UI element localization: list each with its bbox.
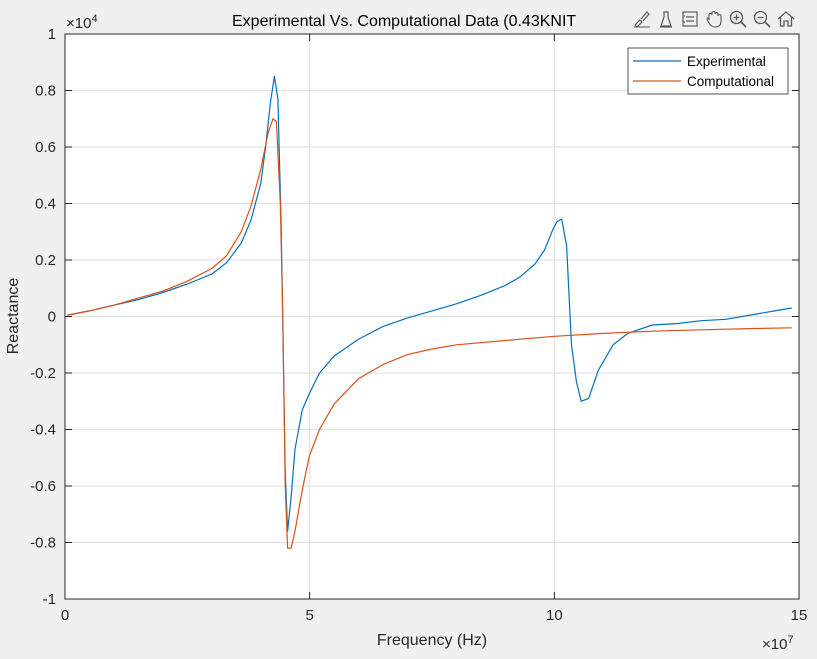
chart-title: Experimental Vs. Computational Data (0.4… — [232, 13, 576, 30]
x-tick-label: 5 — [305, 607, 313, 624]
y-tick-label: 0.6 — [35, 139, 56, 156]
legend-box — [627, 47, 789, 95]
axes-toolbar — [629, 7, 797, 31]
data-tips-icon[interactable] — [655, 8, 677, 30]
y-tick-label: 0.8 — [35, 83, 56, 100]
legend-icon[interactable] — [679, 8, 701, 30]
y-tick-label: -0.4 — [30, 422, 56, 439]
x-tick-label: 0 — [61, 607, 69, 624]
home-icon[interactable] — [775, 8, 797, 30]
y-tick-label: 1 — [48, 26, 56, 43]
y-tick-label: -0.6 — [30, 478, 56, 495]
y-tick-label: -0.8 — [30, 535, 56, 552]
series-line-computational[interactable] — [67, 118, 792, 549]
series-layer — [67, 75, 792, 549]
zoom-in-icon[interactable] — [727, 8, 749, 30]
y-axis-label: Reactance — [5, 278, 22, 355]
x-exponent-label: ×107 — [762, 634, 794, 653]
x-tick-label: 10 — [546, 607, 563, 624]
tick-labels: 0 5 10 15 -1 -0.8 -0.6 -0.4 -0.2 0 0.2 0.4 0.6 0.8 1 — [30, 26, 807, 624]
x-tick-label: 15 — [791, 607, 808, 624]
ticks — [64, 33, 800, 600]
x-axis-label: Frequency (Hz) — [377, 632, 487, 649]
y-tick-label: 0.4 — [35, 196, 56, 213]
y-exponent-label: ×104 — [66, 13, 98, 32]
y-tick-label: -1 — [43, 591, 56, 608]
y-tick-label: 0.2 — [35, 252, 56, 269]
legend-label-experimental: Experimental — [687, 54, 766, 69]
pan-icon[interactable] — [703, 8, 725, 30]
zoom-out-icon[interactable] — [751, 8, 773, 30]
brush-icon[interactable] — [631, 8, 653, 30]
legend-label-computational: Computational — [687, 74, 774, 89]
series-line-experimental[interactable] — [67, 75, 792, 532]
legend[interactable]: Experimental Computational — [627, 47, 789, 95]
y-tick-label: -0.2 — [30, 365, 56, 382]
y-tick-label: 0 — [48, 309, 56, 326]
